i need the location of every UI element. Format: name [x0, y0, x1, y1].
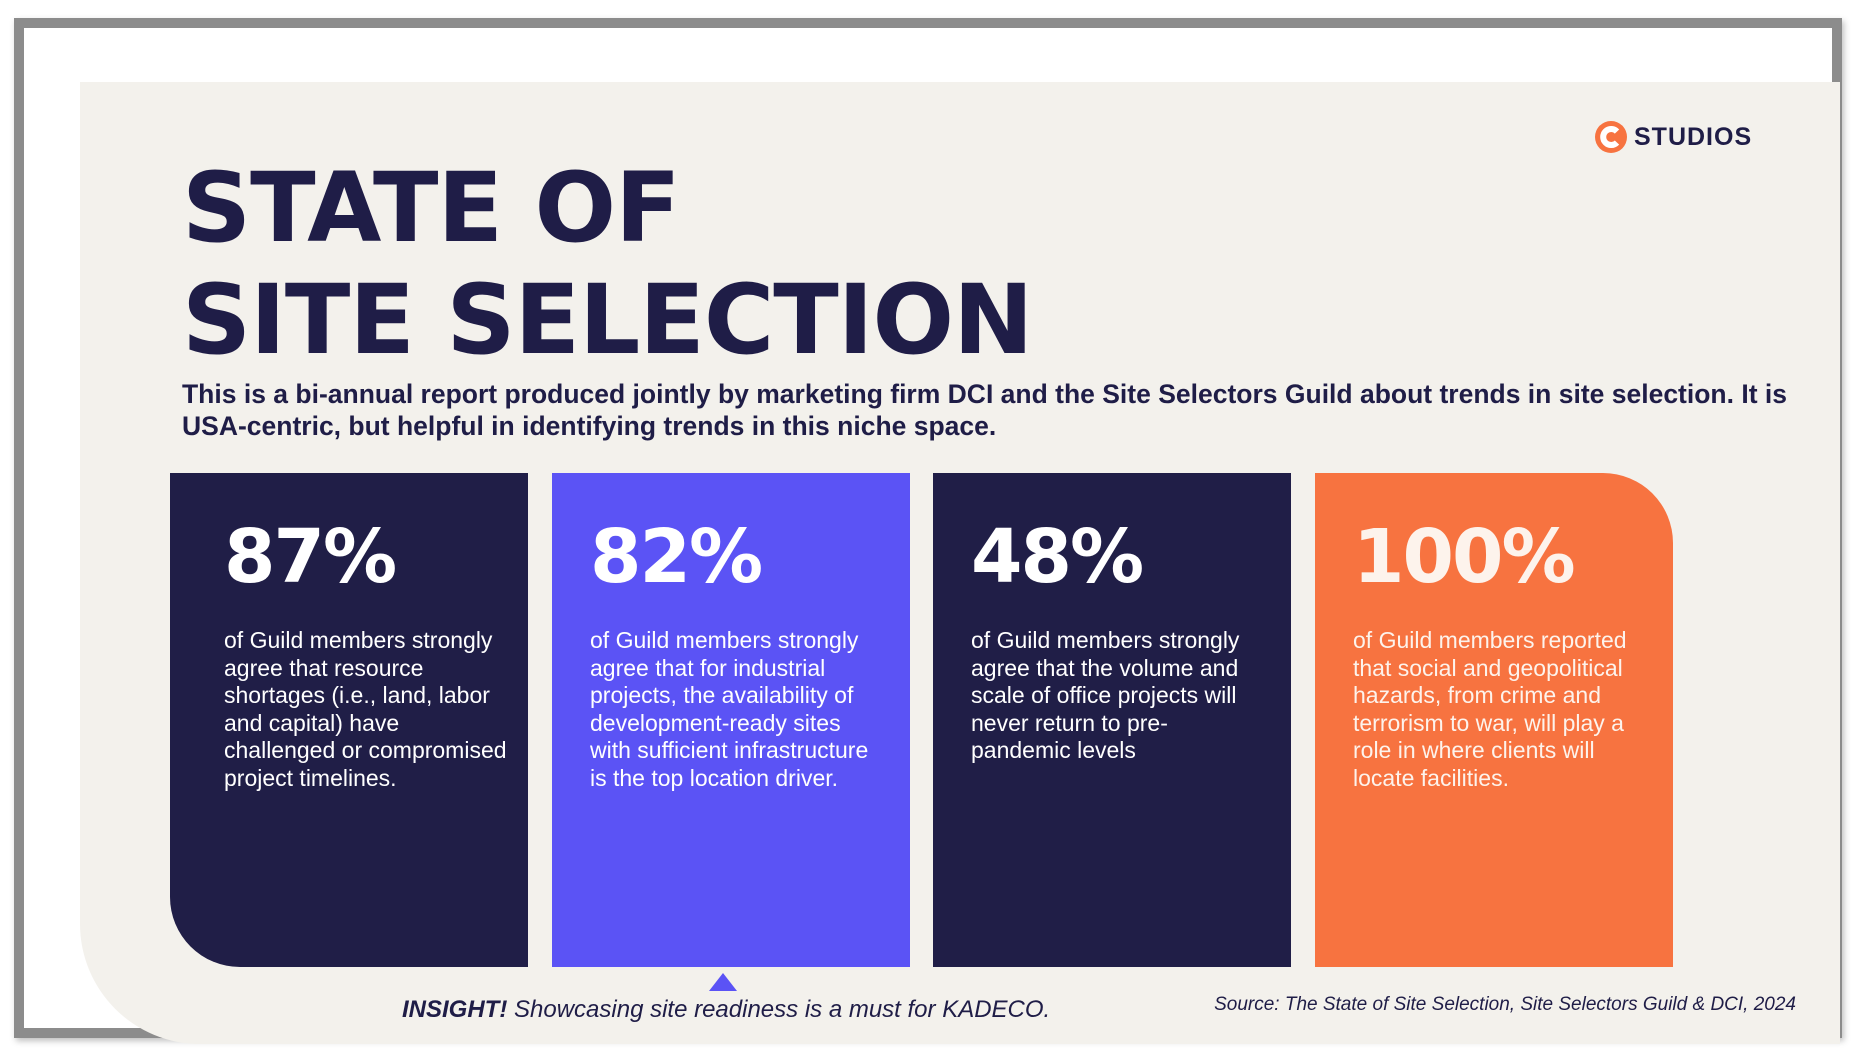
- triangle-pointer-icon: [709, 973, 737, 991]
- c-logo-icon: [1594, 120, 1628, 154]
- stat-card-resource-shortages: 87% of Guild members strongly agree that…: [170, 473, 528, 967]
- page-title: STATE OF SITE SELECTION: [182, 152, 1033, 376]
- stat-description: of Guild members reported that social an…: [1353, 627, 1627, 791]
- stat-card-site-readiness: 82% of Guild members strongly agree that…: [552, 473, 910, 967]
- stat-value: 100%: [1353, 514, 1576, 600]
- insight-note: INSIGHT! Showcasing site readiness is a …: [402, 996, 1050, 1024]
- source-citation: Source: The State of Site Selection, Sit…: [1214, 994, 1796, 1015]
- stat-description: of Guild members strongly agree that the…: [971, 627, 1240, 763]
- slide-frame: STUDIOS STATE OF SITE SELECTION This is …: [14, 18, 1842, 1044]
- intro-text: This is a bi-annual report produced join…: [182, 379, 1787, 441]
- insight-label: INSIGHT!: [402, 996, 508, 1023]
- studios-logo: STUDIOS: [1594, 120, 1752, 154]
- stat-value: 87%: [224, 514, 397, 600]
- stat-card-office-projects: 48% of Guild members strongly agree that…: [933, 473, 1291, 967]
- insight-text: Showcasing site readiness is a must for …: [514, 996, 1051, 1023]
- slide: STUDIOS STATE OF SITE SELECTION This is …: [80, 82, 1840, 1044]
- stat-description: of Guild members strongly agree that res…: [224, 627, 507, 791]
- stat-value: 82%: [590, 514, 763, 600]
- title-line-1: STATE OF: [182, 152, 681, 264]
- stat-description: of Guild members strongly agree that for…: [590, 627, 869, 791]
- stat-card-geopolitical-hazards: 100% of Guild members reported that soci…: [1315, 473, 1673, 967]
- title-line-2: SITE SELECTION: [182, 264, 1033, 376]
- stat-value: 48%: [971, 514, 1144, 600]
- logo-text: STUDIOS: [1634, 122, 1753, 151]
